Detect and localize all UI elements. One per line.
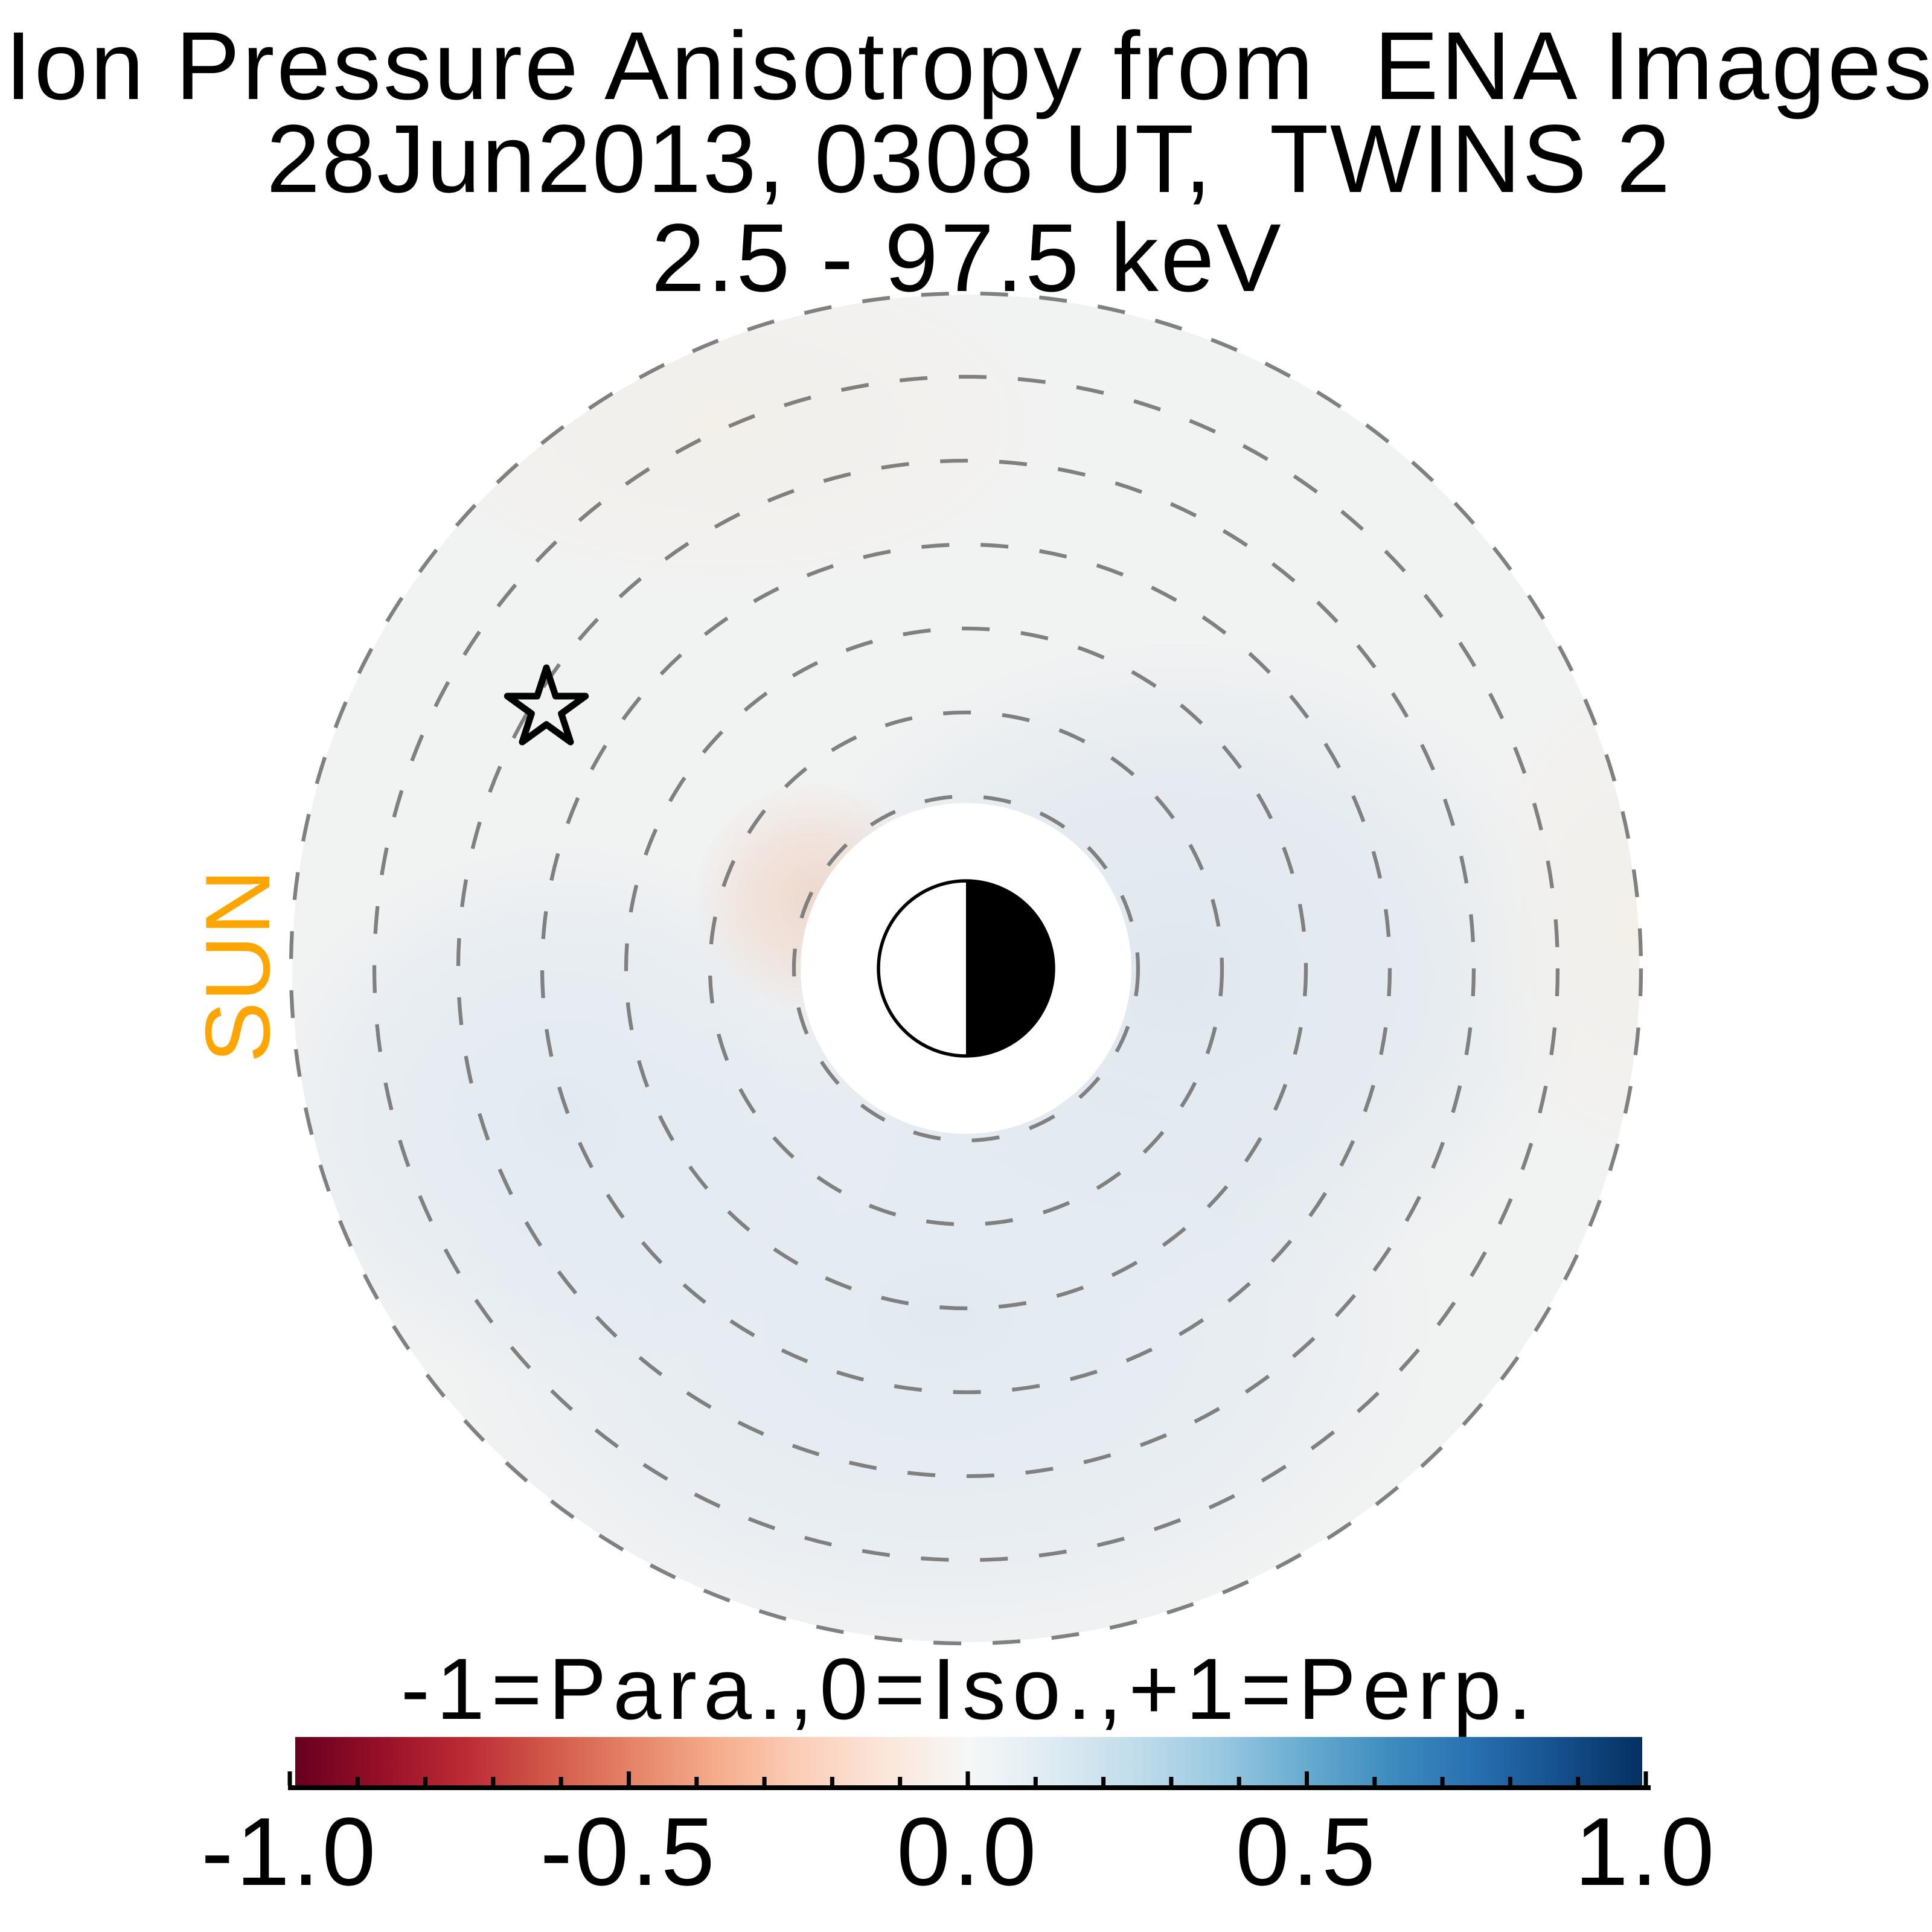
svg-text:-0.5: -0.5 [540, 1797, 718, 1905]
svg-text:28Jun2013, 0308 UT, TWINS 2: 28Jun2013, 0308 UT, TWINS 2 [266, 104, 1672, 213]
svg-text:0.0: 0.0 [897, 1797, 1039, 1905]
svg-text:-1=Para.,0=Iso.,+1=Perp.: -1=Para.,0=Iso.,+1=Perp. [401, 1640, 1538, 1738]
svg-text:0.5: 0.5 [1236, 1797, 1378, 1905]
svg-text:Ion Pressure Anisotropy from: Ion Pressure Anisotropy from ENA Images [5, 11, 1932, 120]
svg-text:2.5 - 97.5 keV: 2.5 - 97.5 keV [651, 203, 1284, 312]
svg-text:-1.0: -1.0 [201, 1797, 379, 1905]
svg-text:1.0: 1.0 [1575, 1797, 1717, 1905]
svg-text:SUN: SUN [187, 869, 289, 1063]
